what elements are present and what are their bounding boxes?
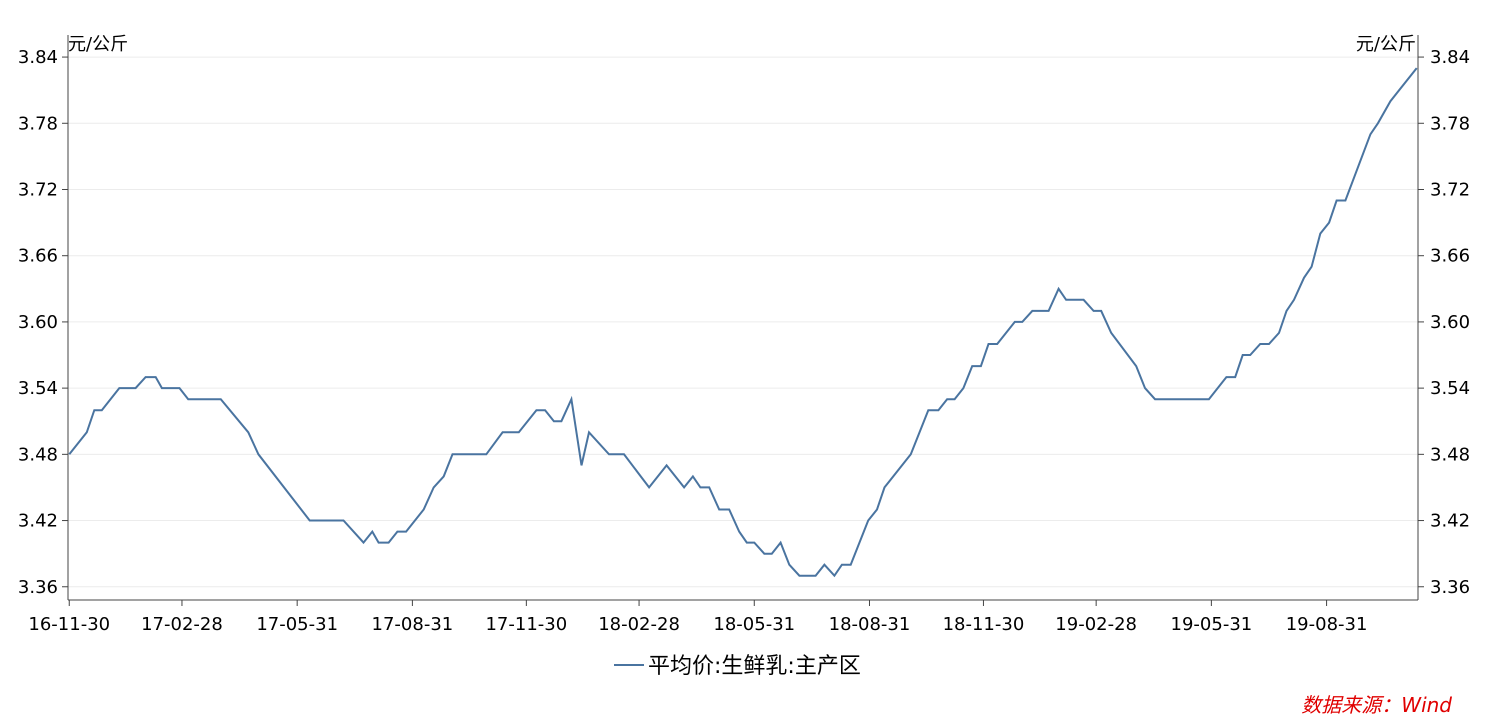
y-tick-label: 3.66 xyxy=(18,246,58,267)
y2-tick-label: 3.78 xyxy=(1430,113,1470,134)
x-tick-label: 16-11-30 xyxy=(28,614,110,635)
data-line xyxy=(68,67,1418,578)
x-tick-label: 17-08-31 xyxy=(372,614,454,635)
y2-tick-label: 3.42 xyxy=(1430,511,1470,532)
x-tick-label: 19-08-31 xyxy=(1286,614,1368,635)
y2-tick-label: 3.54 xyxy=(1430,378,1470,399)
legend-label: 平均价:生鲜乳:主产区 xyxy=(648,654,861,679)
y-tick-label: 3.60 xyxy=(18,312,58,333)
source-note: 数据来源：Wind xyxy=(1301,693,1452,717)
x-tick-label: 17-05-31 xyxy=(256,614,338,635)
x-tick-label: 18-02-28 xyxy=(598,614,680,635)
x-tick-label: 18-08-31 xyxy=(829,614,911,635)
y2-tick-label: 3.48 xyxy=(1430,444,1470,465)
x-tick-label: 18-05-31 xyxy=(713,614,795,635)
y-tick-label: 3.78 xyxy=(18,113,58,134)
y2-axis-label: 元/公斤 xyxy=(1356,34,1416,55)
y-axis-label: 元/公斤 xyxy=(68,34,128,55)
y-tick-label: 3.48 xyxy=(18,444,58,465)
y-tick-label: 3.42 xyxy=(18,511,58,532)
y2-tick-label: 3.36 xyxy=(1430,577,1470,598)
y-tick-label: 3.36 xyxy=(18,577,58,598)
x-tick-label: 19-02-28 xyxy=(1055,614,1137,635)
y2-tick-label: 3.72 xyxy=(1430,179,1470,200)
x-tick-label: 17-02-28 xyxy=(141,614,223,635)
y-tick-label: 3.84 xyxy=(18,47,58,68)
x-tick-label: 17-11-30 xyxy=(485,614,567,635)
y2-tick-label: 3.66 xyxy=(1430,246,1470,267)
y-tick-label: 3.54 xyxy=(18,378,58,399)
x-tick-label: 18-11-30 xyxy=(943,614,1025,635)
y-tick-label: 3.72 xyxy=(18,179,58,200)
y2-tick-label: 3.60 xyxy=(1430,312,1470,333)
y2-tick-label: 3.84 xyxy=(1430,47,1470,68)
x-tick-label: 19-05-31 xyxy=(1171,614,1253,635)
